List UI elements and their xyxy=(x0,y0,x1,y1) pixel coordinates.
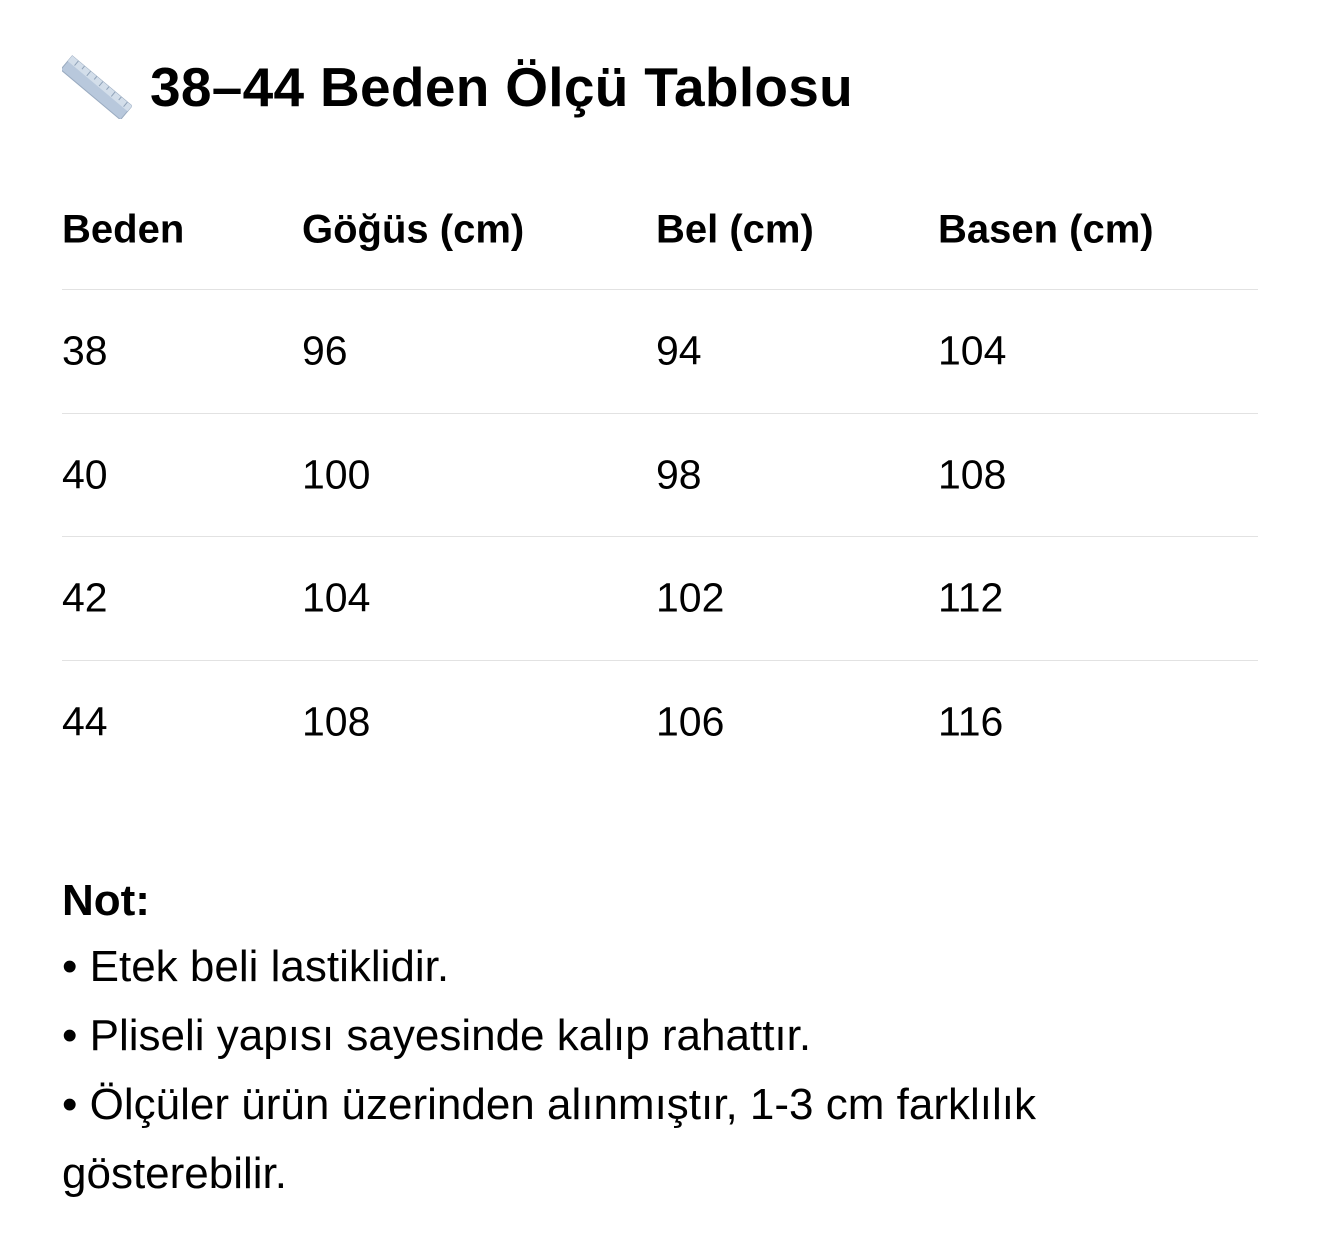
header-cell: Basen (cm) xyxy=(938,207,1154,251)
table-cell: 98 xyxy=(656,451,702,498)
table-row: 42 104 102 112 xyxy=(62,537,1258,661)
table-header: Beden Göğüs (cm) Bel (cm) Basen (cm) xyxy=(62,170,1258,290)
table-cell: 112 xyxy=(938,574,1004,621)
table-row: 40 100 98 108 xyxy=(62,414,1258,537)
table-row: 44 108 106 116 xyxy=(62,661,1258,784)
table-cell: 104 xyxy=(302,574,371,621)
note-item: • Etek beli lastiklidir. xyxy=(62,942,450,991)
note-item: • Ölçüler ürün üzerinden alınmıştır, 1-3… xyxy=(62,1080,1036,1198)
table-cell: 44 xyxy=(62,698,108,745)
notes-section: Not: • Etek beli lastiklidir. • Pliseli … xyxy=(62,870,1262,1208)
table-cell: 100 xyxy=(302,451,371,498)
table-cell: 40 xyxy=(62,451,108,498)
size-table: Beden Göğüs (cm) Bel (cm) Basen (cm) 38 … xyxy=(62,170,1258,783)
table-row: 38 96 94 104 xyxy=(62,290,1258,414)
table-cell: 106 xyxy=(656,698,725,745)
table-cell: 116 xyxy=(938,698,1004,745)
table-cell: 38 xyxy=(62,327,108,374)
table-cell: 108 xyxy=(938,451,1007,498)
table-cell: 108 xyxy=(302,698,371,745)
ruler-icon xyxy=(62,55,132,119)
page-title: 38–44 Beden Ölçü Tablosu xyxy=(62,52,853,122)
notes-heading: Not: xyxy=(62,876,150,925)
header-cell: Göğüs (cm) xyxy=(302,207,525,251)
table-cell: 104 xyxy=(938,327,1007,374)
title-text: 38–44 Beden Ölçü Tablosu xyxy=(150,56,854,118)
table-cell: 102 xyxy=(656,574,725,621)
header-cell: Bel (cm) xyxy=(656,207,814,251)
note-item: • Pliseli yapısı sayesinde kalıp rahattı… xyxy=(62,1011,812,1060)
header-cell: Beden xyxy=(62,207,185,251)
table-cell: 94 xyxy=(656,327,702,374)
table-cell: 42 xyxy=(62,574,108,621)
table-cell: 96 xyxy=(302,327,348,374)
